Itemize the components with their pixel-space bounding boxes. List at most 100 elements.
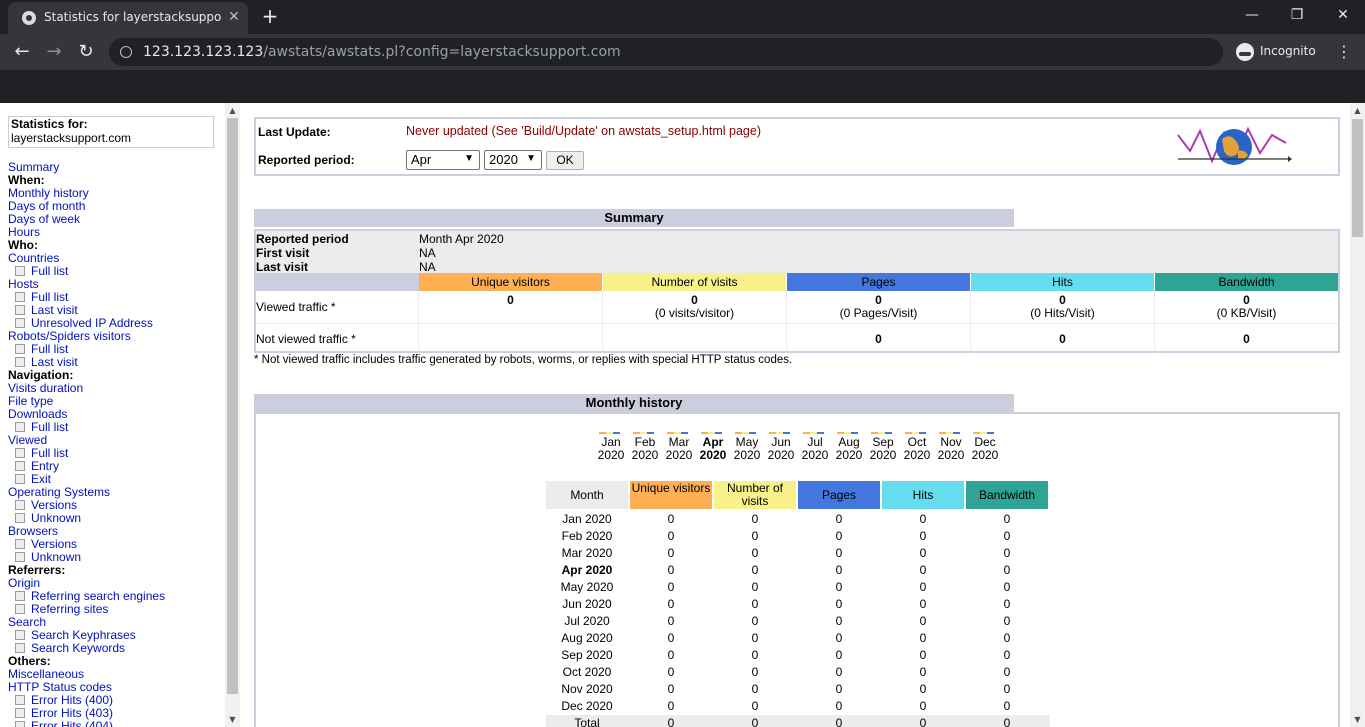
month-select-value: Apr	[411, 152, 432, 167]
sidebar-item-versions[interactable]: Versions	[8, 538, 223, 551]
incognito-badge[interactable]: Incognito	[1232, 39, 1324, 65]
value-cell: 0	[919, 512, 927, 526]
sidebar-item-http-status-codes[interactable]: HTTP Status codes	[8, 680, 112, 694]
value-cell: 0	[667, 529, 675, 543]
sidebar-item-unknown[interactable]: Unknown	[8, 512, 223, 525]
sidebar-item-file-type[interactable]: File type	[8, 394, 54, 408]
sidebar-item-hosts[interactable]: Hosts	[8, 277, 39, 291]
sidebar-item-full-list[interactable]: Full list	[8, 343, 223, 356]
chart-bar	[817, 432, 824, 434]
sidebar-scrollbar[interactable]: ▲ ▼	[225, 103, 240, 727]
sidebar-item-last-visit[interactable]: Last visit	[8, 356, 223, 369]
sidebar-item-error-hits-400[interactable]: Error Hits (400)	[8, 694, 223, 707]
summary-row: Reported period Month Apr 2020	[256, 232, 956, 246]
back-icon[interactable]: ←	[14, 41, 30, 62]
not-viewed-traffic-cell: 0	[787, 333, 970, 346]
sidebar-heading-navigation: Navigation:	[8, 368, 74, 382]
forward-icon[interactable]: →	[46, 41, 62, 62]
sidebar-item-entry[interactable]: Entry	[8, 460, 223, 473]
sidebar-item-robots-spiders-visitors[interactable]: Robots/Spiders visitors	[8, 329, 131, 343]
sidebar-item-full-list[interactable]: Full list	[8, 447, 223, 460]
sidebar-item-days-of-week[interactable]: Days of week	[8, 212, 81, 226]
value-cell: 0	[835, 563, 843, 577]
chart-bar	[681, 432, 688, 434]
chart-month-year: 2020	[767, 448, 795, 462]
month-cell: Feb 2020	[561, 529, 613, 543]
table-row: Dec 2020 0 0 0 0 0	[546, 698, 1050, 715]
chart-bar	[844, 432, 851, 434]
value-cell: 0	[919, 631, 927, 645]
monthly-col-header: Unique visitors	[630, 481, 712, 509]
sidebar-item-unknown[interactable]: Unknown	[8, 551, 223, 564]
chart-month-name: Dec	[974, 435, 996, 449]
scroll-down-icon[interactable]: ▼	[1354, 715, 1361, 724]
sidebar-item-countries[interactable]: Countries	[8, 251, 60, 265]
year-select[interactable]: 2020 ▼	[484, 150, 542, 170]
chart-bar	[987, 432, 994, 434]
monthly-col-header: Pages	[798, 481, 880, 509]
sidebar-item-operating-systems[interactable]: Operating Systems	[8, 485, 111, 499]
address-bar[interactable]: 123.123.123.123/awstats/awstats.pl?confi…	[109, 38, 1223, 66]
plus-icon[interactable]: +	[261, 4, 279, 28]
sidebar-item-miscellaneous[interactable]: Miscellaneous	[8, 667, 85, 681]
value-cell: 0	[1003, 597, 1011, 611]
sidebar-item-referring-search-engines[interactable]: Referring search engines	[8, 590, 223, 603]
month-select[interactable]: Apr ▼	[406, 150, 480, 170]
url-host: 123.123.123.123	[143, 44, 264, 60]
not-viewed-traffic-cell: 0	[971, 333, 1154, 346]
sidebar-item-full-list[interactable]: Full list	[8, 421, 223, 434]
value-cell: 0	[667, 512, 675, 526]
browser-tab[interactable]: Statistics for layerstacksupport.co ✕	[8, 2, 248, 34]
sidebar-item-summary[interactable]: Summary	[8, 160, 60, 174]
sidebar-item-last-visit[interactable]: Last visit	[8, 304, 223, 317]
summary-row-value: NA	[419, 246, 436, 260]
reload-icon[interactable]: ↻	[78, 41, 94, 62]
month-cell: Nov 2020	[561, 682, 613, 696]
monthly-total-row: Total 0 0 0 0 0	[546, 715, 1050, 727]
main-scrollbar[interactable]: ▲ ▼	[1350, 103, 1365, 727]
restore-icon[interactable]: ❐	[1290, 7, 1304, 23]
close-window-icon[interactable]: ✕	[1337, 7, 1349, 23]
sidebar-item-monthly-history[interactable]: Monthly history	[8, 186, 89, 200]
incognito-label: Incognito	[1260, 44, 1316, 58]
close-icon[interactable]: ✕	[228, 9, 240, 25]
sidebar-item-unresolved-ip-address[interactable]: Unresolved IP Address	[8, 317, 223, 330]
sidebar-item-referring-sites[interactable]: Referring sites	[8, 603, 223, 616]
sidebar-item-search-keyphrases[interactable]: Search Keyphrases	[8, 629, 223, 642]
sidebar-item-exit[interactable]: Exit	[8, 473, 223, 486]
scroll-up-icon[interactable]: ▲	[1354, 106, 1361, 115]
sidebar-item-visits-duration[interactable]: Visits duration	[8, 381, 84, 395]
scroll-up-icon[interactable]: ▲	[229, 106, 236, 115]
sidebar-item-versions[interactable]: Versions	[8, 499, 223, 512]
value-cell: 0	[919, 682, 927, 696]
traffic-value: 0	[1243, 332, 1250, 346]
chart-month-name: May	[735, 435, 759, 449]
sidebar-item-origin[interactable]: Origin	[8, 576, 41, 590]
viewed-traffic-row: Viewed traffic * 0 0 (0 visits/visitor) 0 (0…	[256, 291, 1338, 323]
info-icon[interactable]	[120, 46, 132, 58]
scroll-down-icon[interactable]: ▼	[229, 715, 236, 724]
minimize-icon[interactable]: —	[1245, 7, 1259, 23]
scrollbar-thumb[interactable]	[1352, 119, 1363, 237]
sidebar-item-search-keywords[interactable]: Search Keywords	[8, 642, 223, 655]
menu-icon[interactable]: ⋮	[1336, 42, 1352, 61]
sidebar-item-error-hits-403[interactable]: Error Hits (403)	[8, 707, 223, 720]
sidebar-item-downloads[interactable]: Downloads	[8, 407, 68, 421]
sidebar-item-search[interactable]: Search	[8, 615, 47, 629]
monthly-col-header: Bandwidth	[966, 481, 1048, 509]
sidebar-item-browsers[interactable]: Browsers	[8, 524, 59, 538]
sidebar-item-hours[interactable]: Hours	[8, 225, 41, 239]
sidebar-item-full-list[interactable]: Full list	[8, 291, 223, 304]
chart-month-year: 2020	[903, 448, 931, 462]
ok-button[interactable]: OK	[546, 151, 584, 170]
awstats-logo-icon[interactable]	[1176, 123, 1292, 173]
sidebar-item-error-hits-404[interactable]: Error Hits (404)	[8, 720, 223, 727]
sidebar-item-full-list[interactable]: Full list	[8, 265, 223, 278]
scrollbar-thumb[interactable]	[227, 118, 238, 694]
url-text[interactable]: 123.123.123.123/awstats/awstats.pl?confi…	[143, 44, 621, 60]
sidebar-item-viewed[interactable]: Viewed	[8, 433, 48, 447]
monthly-col-header: Month	[546, 481, 628, 509]
month-cell: Jul 2020	[564, 614, 610, 628]
chart-bar	[715, 432, 722, 434]
sidebar-item-days-of-month[interactable]: Days of month	[8, 199, 86, 213]
